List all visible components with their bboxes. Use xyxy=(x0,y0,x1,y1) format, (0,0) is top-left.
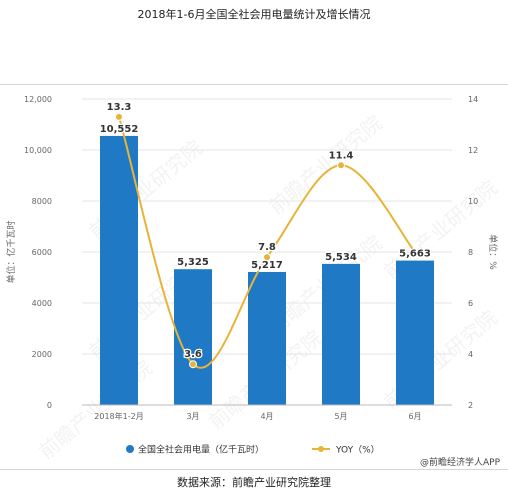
y2-tick-label: 2 xyxy=(468,401,473,410)
chart-panel: 前瞻产业研究院 前瞻产业研究院 前瞻产业研究院 前瞻产业研究院 前瞻产业研究院 前瞻产业研… xyxy=(0,84,508,470)
yoy-data-label: 13.3 xyxy=(107,102,132,113)
y-tick-label: 12,000 xyxy=(24,95,52,104)
brand-credit: @前瞻经济学人APP xyxy=(420,456,501,468)
yoy-point xyxy=(337,161,345,170)
legend-line-label: YOY（%） xyxy=(335,445,380,456)
yoy-point xyxy=(189,360,197,369)
yoy-data-label: 3.6 xyxy=(184,349,202,360)
yoy-point xyxy=(263,253,271,262)
y-tick-label: 0 xyxy=(47,401,52,410)
x-tick-label: 6月 xyxy=(408,412,421,421)
chart-title: 2018年1-6月全国全社会用电量统计及增长情况 xyxy=(137,8,371,21)
watermark-text: 前瞻产业研究院 xyxy=(264,110,387,218)
y2-tick-label: 10 xyxy=(468,197,478,206)
bar xyxy=(174,269,212,405)
yoy-data-label: 7.8 xyxy=(258,242,276,253)
yoy-point xyxy=(411,248,419,256)
y-tick-label: 2000 xyxy=(32,350,52,359)
bar-data-label: 5,217 xyxy=(251,260,283,271)
legend: 全国全社会用电量（亿千瓦时） YOY（%） @前瞻经济学人APP xyxy=(126,444,501,468)
y2-tick-label: 8 xyxy=(468,248,473,257)
bar-data-label: 5,534 xyxy=(325,252,357,263)
bar-data-label: 10,552 xyxy=(100,124,139,135)
bar xyxy=(322,263,360,405)
bar xyxy=(396,260,434,405)
yoy-line xyxy=(118,116,416,369)
bar-data-label: 5,663 xyxy=(399,249,431,260)
source-note: 数据来源：前瞻产业研究院整理 xyxy=(177,476,331,489)
bar xyxy=(248,271,286,405)
legend-bar-marker xyxy=(126,445,134,453)
x-tick-label: 3月 xyxy=(186,412,199,421)
y2-tick-label: 6 xyxy=(468,299,473,308)
bar-data-label: 5,325 xyxy=(177,257,209,268)
bar xyxy=(100,135,138,405)
x-tick-label: 2018年1-2月 xyxy=(94,411,143,421)
y2-tick-label: 12 xyxy=(468,146,478,155)
y2-axis-title: 单位：% xyxy=(487,234,499,270)
data-labels: 10,552 5,325 5,217 5,534 5,663 13.3 3.6 7.8 11.4 xyxy=(98,101,432,362)
y-tick-label: 8000 xyxy=(32,197,52,206)
y2-tick-label: 14 xyxy=(468,95,478,104)
y2-tick-label: 4 xyxy=(468,350,473,359)
x-tick-label: 5月 xyxy=(334,412,347,421)
axes: 0 2000 4000 6000 8000 10,000 12,000 2 4 6 8 10 12 14 单… xyxy=(5,95,499,421)
line-series xyxy=(115,112,419,369)
bar-series xyxy=(100,135,434,405)
x-tick-label: 4月 xyxy=(260,412,273,421)
y-tick-label: 6000 xyxy=(32,248,52,257)
legend-bar-label: 全国全社会用电量（亿千瓦时） xyxy=(138,444,264,456)
yoy-data-label: 11.4 xyxy=(329,150,354,161)
legend-line-dot xyxy=(318,446,324,452)
yoy-point xyxy=(115,112,123,121)
y-tick-label: 4000 xyxy=(32,299,52,308)
y-axis-title: 单位：亿千瓦时 xyxy=(5,220,17,283)
y-tick-label: 10,000 xyxy=(24,146,52,155)
